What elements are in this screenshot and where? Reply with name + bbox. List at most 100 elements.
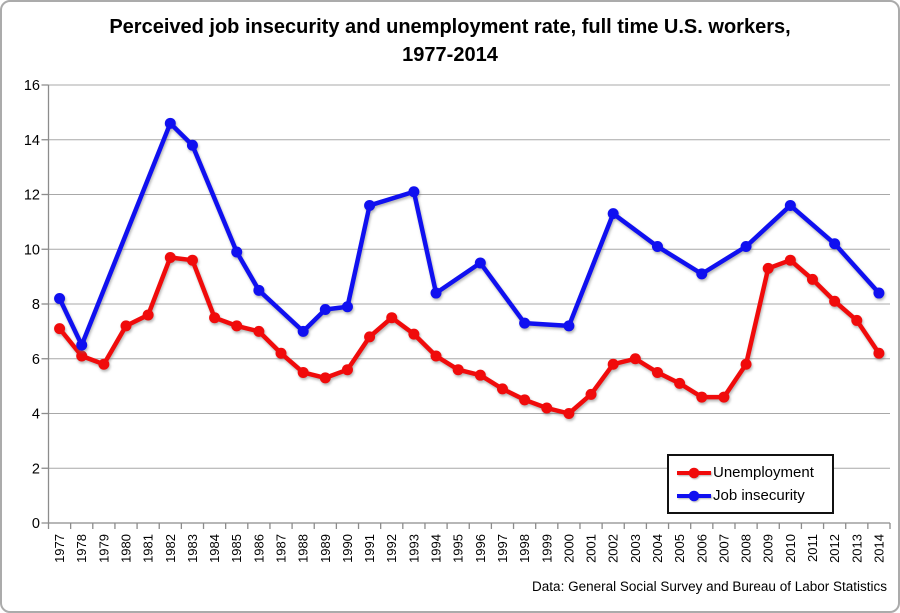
x-tick-label-2008: 2008 [739,534,754,563]
unemployment-point-1984 [209,312,221,324]
axes [41,84,891,529]
x-tick-label-1993: 1993 [406,534,421,563]
x-tick-label-1998: 1998 [517,534,532,563]
unemployment-point-2007 [718,391,730,403]
chart-title: Perceived job insecurity and unemploymen… [109,16,791,66]
x-axis-labels: 1977 1978 1979 1980 1981 1982 1983 1984 1985 1986… [52,534,886,563]
legend-item-unemployment: Unemployment [676,464,830,481]
unemployment-point-1997 [496,383,508,395]
unemployment-point-1996 [474,369,486,381]
x-tick-label-2007: 2007 [716,534,731,563]
unemployment-point-2011 [806,273,818,285]
job-insecurity-point-1982 [164,117,176,129]
unemployment-point-1995 [452,364,464,376]
unemployment-point-2008 [740,358,752,370]
unemployment-point-1980 [120,320,132,332]
job-insecurity-point-1978 [76,339,88,351]
unemployment-point-2004 [651,366,663,378]
unemployment-point-1991 [364,331,376,343]
unemployment-point-1993 [408,328,420,340]
unemployment-point-2012 [829,295,841,307]
x-tick-label-2000: 2000 [561,534,576,563]
x-tick-label-1989: 1989 [318,534,333,563]
unemployment-point-1978 [76,350,88,362]
x-tick-label-1983: 1983 [185,534,200,563]
y-tick-label-8: 8 [32,297,40,313]
job-insecurity-point-2014 [873,287,885,299]
job-insecurity-point-2000 [563,320,575,332]
y-tick-label-16: 16 [24,78,40,94]
job-insecurity-point-1998 [519,317,531,329]
y-tick-label-6: 6 [32,352,40,368]
x-tick-label-1987: 1987 [274,534,289,563]
x-tick-label-2006: 2006 [694,534,709,563]
job-insecurity-line [57,121,882,348]
x-tick-label-1997: 1997 [495,534,510,563]
unemployment-point-1998 [519,394,531,406]
job-insecurity-point-1989 [319,303,331,315]
x-tick-label-1982: 1982 [163,534,178,563]
unemployment-point-2001 [585,388,597,400]
y-tick-label-2: 2 [32,461,40,477]
unemployment-point-1979 [98,358,110,370]
x-tick-label-1986: 1986 [251,534,266,563]
y-tick-label-0: 0 [32,516,40,532]
x-tick-label-2013: 2013 [849,534,864,563]
unemployment-point-1994 [430,350,442,362]
job-insecurity-point-1991 [364,199,376,211]
x-tick-label-1996: 1996 [473,534,488,563]
x-tick-label-2010: 2010 [783,534,798,563]
job-insecurity-point-2002 [607,208,619,220]
x-tick-label-1980: 1980 [119,534,134,563]
job-insecurity-line-marker-icon [677,490,711,501]
unemployment-point-2000 [563,408,575,419]
unemployment-point-2005 [674,377,686,389]
x-tick-label-1994: 1994 [429,534,444,563]
unemployment-point-1990 [341,364,353,376]
job-insecurity-point-2010 [784,199,796,211]
x-tick-label-2005: 2005 [672,534,687,563]
x-tick-label-2001: 2001 [584,534,599,563]
unemployment-point-1987 [275,347,287,359]
unemployment-point-2009 [762,262,774,274]
unemployment-point-1988 [297,366,309,378]
unemployment-point-1981 [142,309,154,321]
legend: Unemployment Job insecurity [667,454,834,514]
job-insecurity-point-2004 [651,241,663,253]
job-insecurity-point-1993 [408,186,420,198]
unemployment-point-1989 [319,372,331,384]
x-tick-label-2002: 2002 [606,534,621,563]
job-insecurity-point-1986 [253,284,265,296]
unemployment-point-1983 [186,254,198,266]
source-note: Data: General Social Survey and Bureau o… [532,579,887,594]
legend-item-job-insecurity: Job insecurity [676,487,830,504]
unemployment-line [57,255,882,416]
x-tick-label-1979: 1979 [96,534,111,563]
x-tick-label-1992: 1992 [384,534,399,563]
x-tick-label-2004: 2004 [650,534,665,563]
x-tick-label-1995: 1995 [451,534,466,563]
job-insecurity-series [54,117,885,351]
x-tick-label-2009: 2009 [761,534,776,563]
job-insecurity-point-1990 [341,301,353,313]
x-tick-label-2014: 2014 [871,534,886,563]
unemployment-point-1986 [253,325,265,337]
job-insecurity-point-1996 [474,257,486,269]
unemployment-point-2013 [851,314,863,326]
y-tick-label-10: 10 [24,242,40,258]
legend-label-unemployment: Unemployment [713,464,814,481]
unemployment-point-1985 [231,320,243,332]
x-tick-label-1999: 1999 [539,534,554,563]
unemployment-series [54,251,885,419]
x-tick-label-1990: 1990 [340,534,355,563]
job-insecurity-point-1985 [231,246,243,258]
unemployment-point-1992 [386,312,398,324]
x-tick-label-1984: 1984 [207,534,222,563]
unemployment-point-2014 [873,347,885,359]
y-tick-label-14: 14 [24,133,40,149]
job-insecurity-point-2006 [696,268,708,280]
unemployment-point-2010 [784,254,796,266]
x-tick-label-1981: 1981 [141,534,156,563]
